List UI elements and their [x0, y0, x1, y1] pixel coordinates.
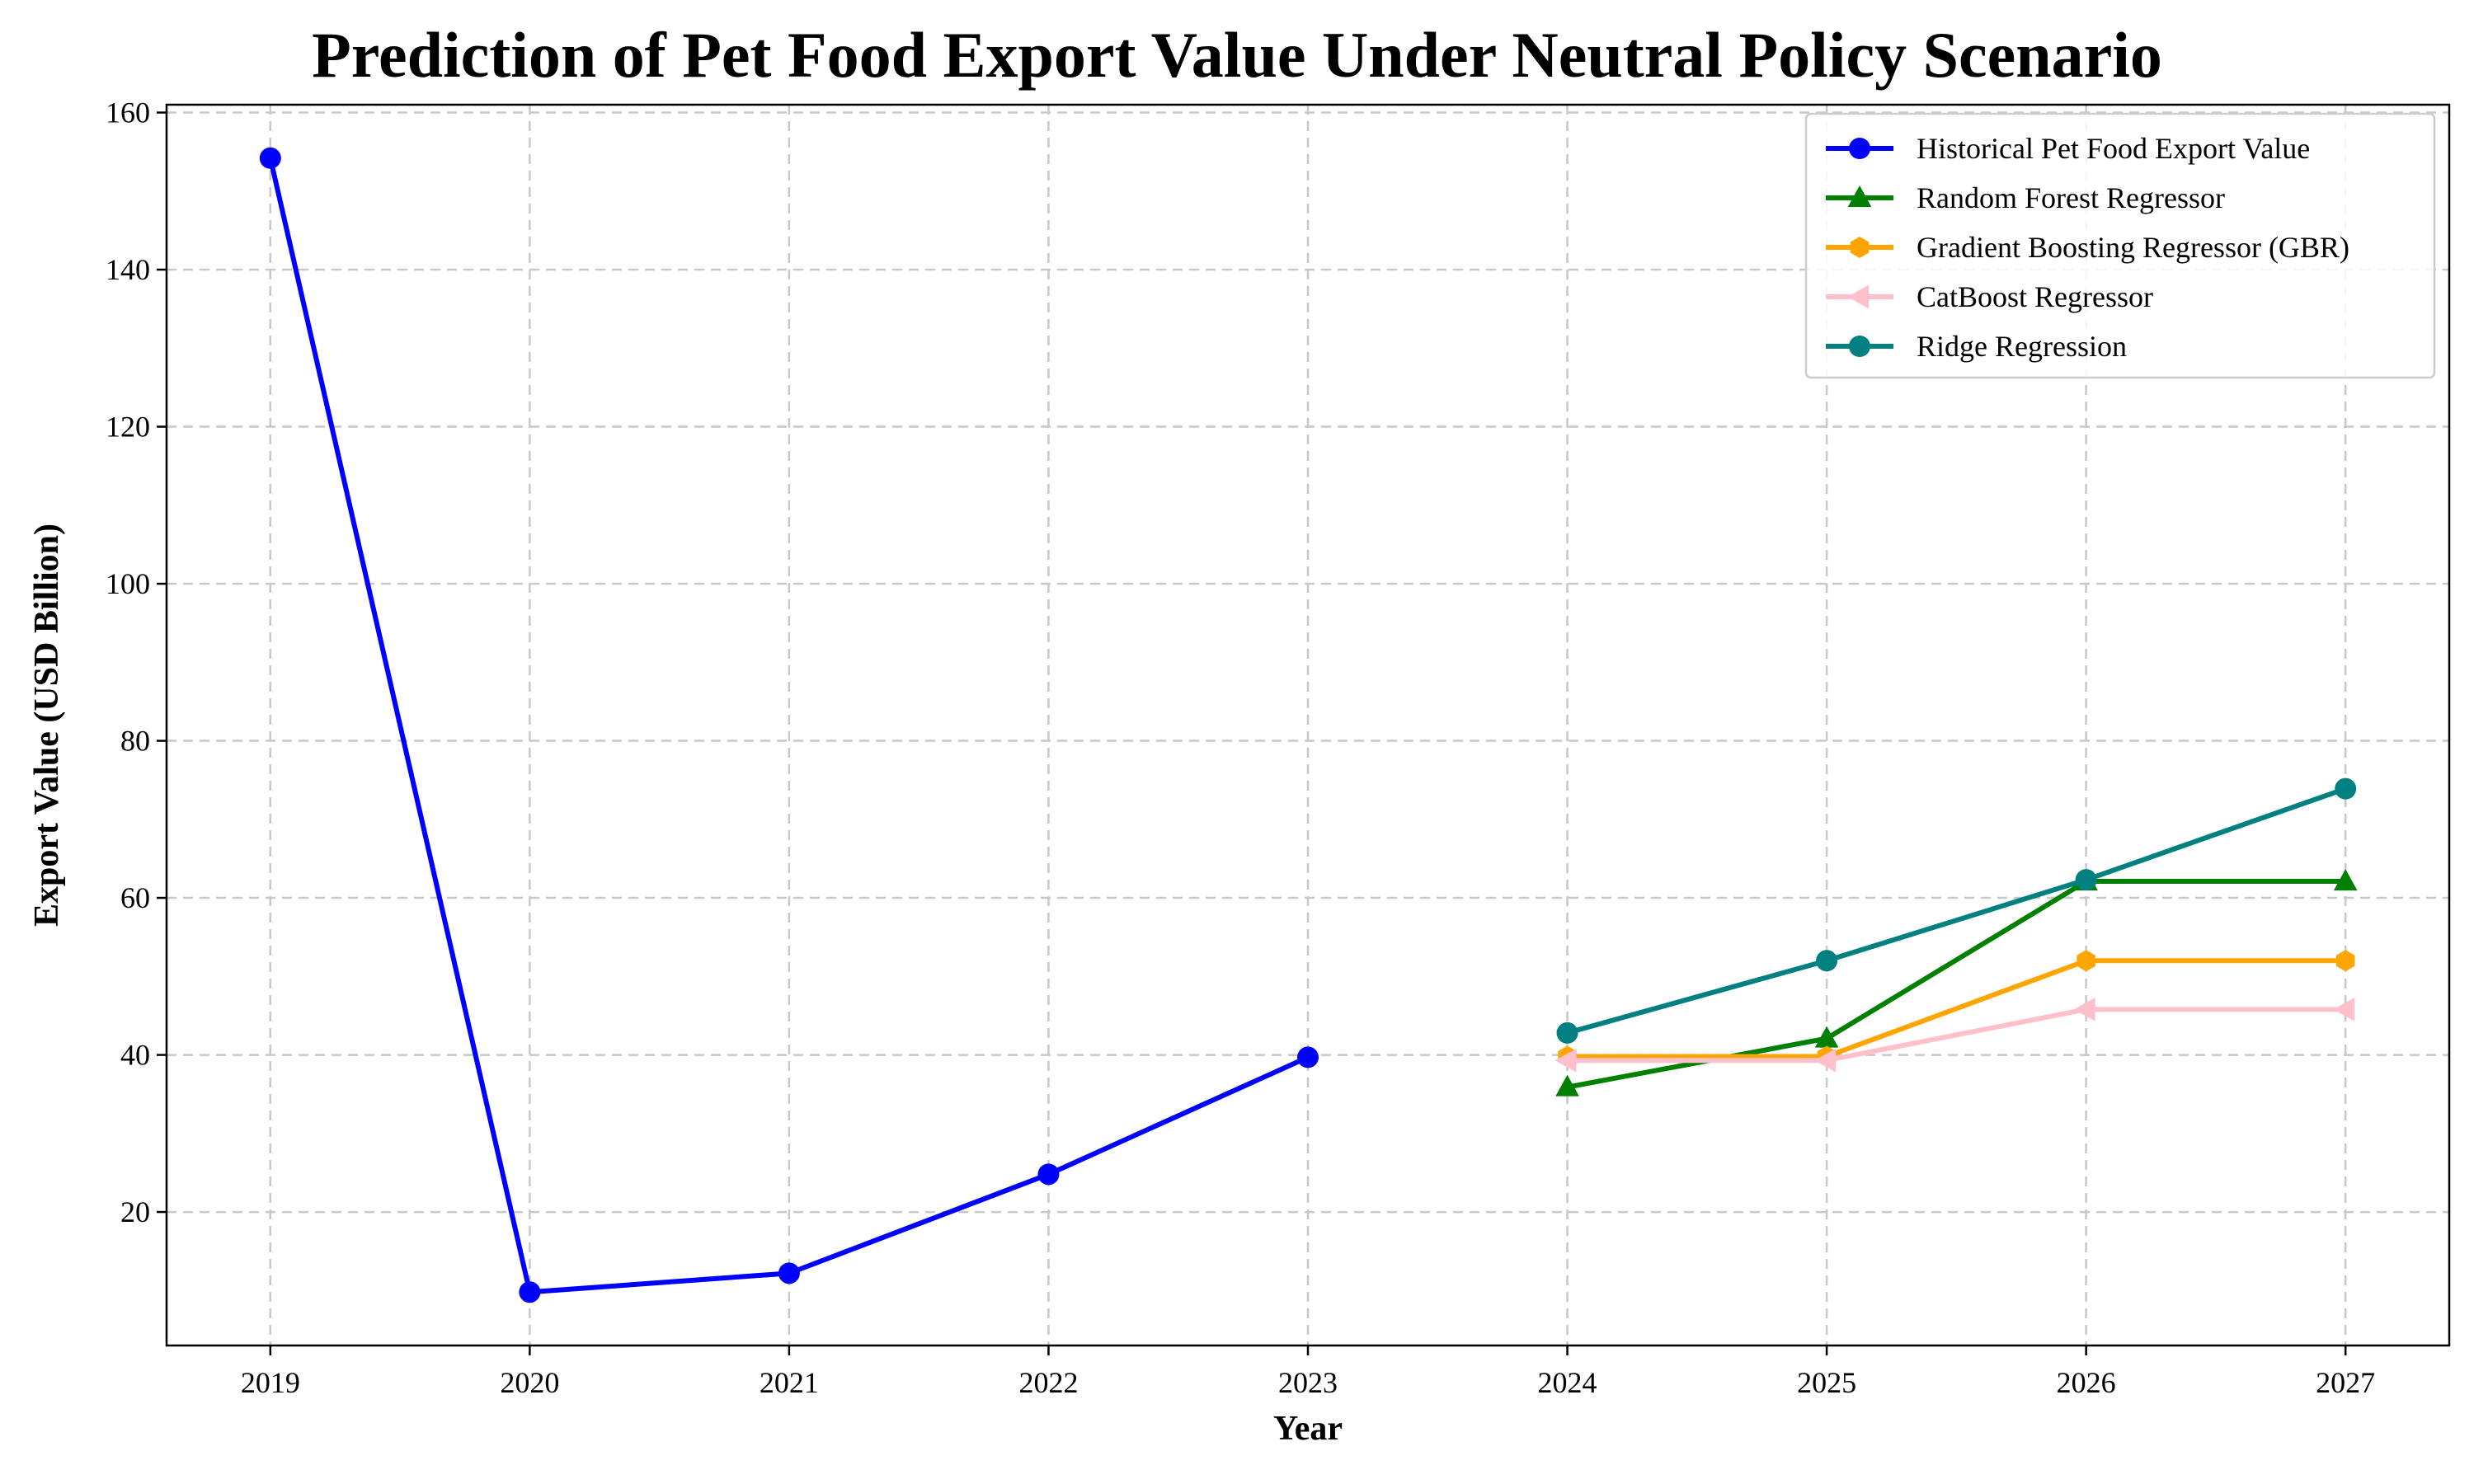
x-tick-label: 2022 [1018, 1366, 1078, 1399]
y-tick-label: 160 [106, 96, 150, 129]
data-point [1297, 1046, 1319, 1068]
y-tick-label: 20 [120, 1195, 150, 1228]
x-tick-label: 2021 [760, 1366, 819, 1399]
data-point [2333, 869, 2358, 891]
legend-label: Historical Pet Food Export Value [1917, 132, 2310, 165]
series-line [1566, 786, 2347, 1036]
data-point [778, 1262, 800, 1284]
y-tick-label: 100 [106, 567, 150, 600]
series-line [1567, 958, 2346, 1059]
legend-item: CatBoost Regressor [1826, 280, 2153, 313]
data-point [519, 1281, 541, 1303]
series-layer [259, 147, 2358, 1303]
data-point [1814, 1048, 1837, 1073]
legend-marker [1849, 336, 1870, 357]
chart-title: Prediction of Pet Food Export Value Unde… [312, 19, 2162, 91]
legend-marker [1847, 186, 1872, 208]
legend-item: Gradient Boosting Regressor (GBR) [1826, 231, 2349, 264]
y-tick-label: 120 [106, 411, 150, 444]
y-tick-label: 60 [120, 881, 150, 914]
legend-marker [1847, 284, 1870, 309]
data-point [1554, 1048, 1577, 1073]
legend-item: Historical Pet Food Export Value [1826, 132, 2310, 165]
x-tick-label: 2027 [2316, 1366, 2375, 1399]
data-point [2333, 998, 2355, 1021]
legend-label: Random Forest Regressor [1917, 181, 2225, 214]
ticks: 2019 2020 2021 2022 2023 2024 2025 2026 2027 20 40… [106, 96, 2375, 1399]
data-point [1814, 1026, 1839, 1048]
legend-label: Ridge Regression [1917, 330, 2127, 363]
series-1 [259, 147, 1319, 1303]
legend-marker [1849, 138, 1870, 159]
legend-label: CatBoost Regressor [1917, 280, 2153, 313]
x-tick-label: 2025 [1797, 1366, 1856, 1399]
series-4 [1554, 998, 2355, 1073]
x-tick-label: 2026 [2057, 1366, 2116, 1399]
series-5 [1556, 777, 2357, 1044]
x-tick-label: 2023 [1278, 1366, 1338, 1399]
data-point [1037, 1163, 1060, 1186]
legend-marker [1850, 237, 1870, 258]
y-tick-label: 40 [120, 1039, 150, 1072]
x-tick-label: 2020 [500, 1366, 559, 1399]
series-line [1567, 1007, 2346, 1064]
data-point [259, 147, 281, 169]
x-tick-label: 2024 [1538, 1366, 1597, 1399]
legend-box [1804, 112, 2436, 379]
legend-label: Gradient Boosting Regressor (GBR) [1917, 231, 2349, 264]
data-point [2075, 869, 2097, 891]
data-point [2335, 950, 2355, 972]
x-tick-label: 2019 [241, 1366, 300, 1399]
data-point [1816, 950, 1838, 972]
legend: Historical Pet Food Export Value Random F… [1804, 112, 2436, 379]
legend-item: Ridge Regression [1826, 330, 2127, 363]
y-axis-label: Export Value (USD Billion) [28, 524, 66, 927]
data-point [2077, 950, 2095, 972]
legend-item: Random Forest Regressor [1826, 181, 2225, 214]
x-axis-label: Year [1273, 1410, 1343, 1448]
y-tick-label: 140 [106, 253, 150, 286]
data-point [1556, 1021, 1578, 1044]
data-point [1555, 1074, 1579, 1097]
data-point [2073, 998, 2095, 1021]
y-tick-label: 80 [120, 725, 150, 758]
data-point [2335, 777, 2357, 800]
